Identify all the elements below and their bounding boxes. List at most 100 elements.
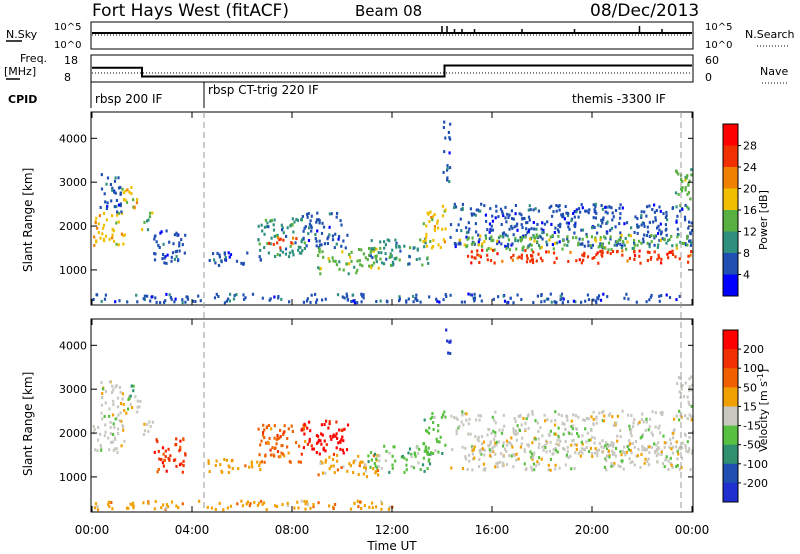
data-cell — [324, 460, 327, 464]
data-cell — [220, 469, 223, 473]
data-cell — [261, 296, 264, 300]
data-cell — [322, 448, 325, 452]
data-cell — [375, 260, 378, 264]
data-cell — [333, 471, 336, 475]
data-cell — [650, 234, 653, 237]
data-cell — [502, 413, 505, 417]
data-cell — [388, 506, 391, 510]
data-cell — [413, 246, 416, 250]
data-cell — [314, 292, 317, 296]
data-cell — [214, 508, 217, 511]
data-cell — [479, 414, 482, 418]
data-cell — [484, 467, 487, 470]
data-cell — [465, 457, 468, 461]
data-cell — [535, 233, 538, 237]
data-cell — [112, 388, 115, 392]
nave-label: Nave — [760, 65, 788, 78]
data-cell — [496, 239, 499, 243]
data-cell — [531, 457, 534, 461]
data-cell — [561, 301, 564, 305]
data-cell — [631, 442, 634, 446]
data-cell — [524, 235, 527, 239]
data-cell — [583, 448, 586, 452]
data-cell — [594, 299, 597, 303]
data-cell — [461, 410, 464, 414]
data-cell — [630, 434, 633, 438]
data-cell — [288, 251, 291, 255]
data-cell — [117, 186, 121, 190]
data-cell — [566, 450, 569, 453]
data-cell — [126, 188, 129, 192]
data-cell — [335, 420, 338, 424]
data-cell — [178, 249, 181, 253]
data-cell — [300, 218, 303, 222]
data-cell — [656, 245, 659, 249]
data-cell — [105, 218, 108, 222]
data-cell — [449, 166, 452, 170]
data-cell — [686, 395, 689, 399]
data-cell — [429, 210, 432, 214]
data-cell — [258, 255, 261, 259]
data-cell — [136, 300, 139, 304]
data-cell — [450, 466, 453, 470]
data-cell — [104, 234, 108, 238]
data-cell — [546, 418, 549, 422]
data-cell — [367, 454, 370, 458]
data-cell — [521, 247, 524, 250]
data-cell — [577, 415, 580, 419]
data-cell — [541, 231, 544, 235]
data-cell — [503, 299, 507, 303]
data-cell — [136, 410, 139, 414]
data-cell — [433, 225, 437, 229]
data-cell — [117, 176, 120, 180]
data-cell — [643, 210, 646, 214]
data-cell — [480, 448, 483, 451]
data-cell — [376, 453, 379, 457]
data-cell — [315, 218, 319, 222]
data-cell — [488, 230, 491, 234]
data-cell — [593, 208, 596, 212]
data-cell — [506, 463, 509, 466]
data-cell — [323, 423, 326, 426]
data-cell — [132, 501, 135, 505]
data-cell — [135, 201, 138, 205]
x-axis-label: Time UT — [366, 539, 417, 553]
data-cell — [590, 235, 594, 239]
data-cell — [516, 239, 519, 243]
data-cell — [562, 297, 565, 301]
data-cell — [606, 445, 609, 449]
data-cell — [165, 503, 169, 507]
data-cell — [487, 427, 490, 431]
data-cell — [146, 294, 149, 298]
data-cell — [501, 259, 504, 263]
data-cell — [421, 263, 424, 267]
data-cell — [163, 256, 166, 260]
data-cell — [642, 240, 645, 244]
data-cell — [442, 170, 445, 174]
data-cell — [454, 205, 458, 209]
data-cell — [640, 210, 643, 214]
data-cell — [218, 501, 221, 505]
data-cell — [446, 178, 449, 182]
data-cell — [370, 458, 373, 462]
data-cell — [159, 301, 162, 305]
data-cell — [435, 437, 438, 441]
data-cell — [611, 415, 614, 419]
data-cell — [501, 212, 504, 215]
data-cell — [346, 233, 349, 237]
data-cell — [465, 226, 468, 230]
data-cell — [106, 176, 110, 180]
data-cell — [297, 245, 300, 249]
data-cell — [669, 442, 673, 446]
data-cell — [266, 225, 269, 229]
data-cell — [343, 427, 346, 431]
data-cell — [649, 257, 652, 261]
data-cell — [408, 255, 411, 259]
data-cell — [566, 243, 569, 247]
data-cell — [256, 460, 259, 464]
data-cell — [564, 440, 567, 444]
data-cell — [672, 436, 675, 440]
data-cell — [130, 192, 133, 196]
data-cell — [684, 186, 687, 189]
data-cell — [477, 439, 480, 443]
